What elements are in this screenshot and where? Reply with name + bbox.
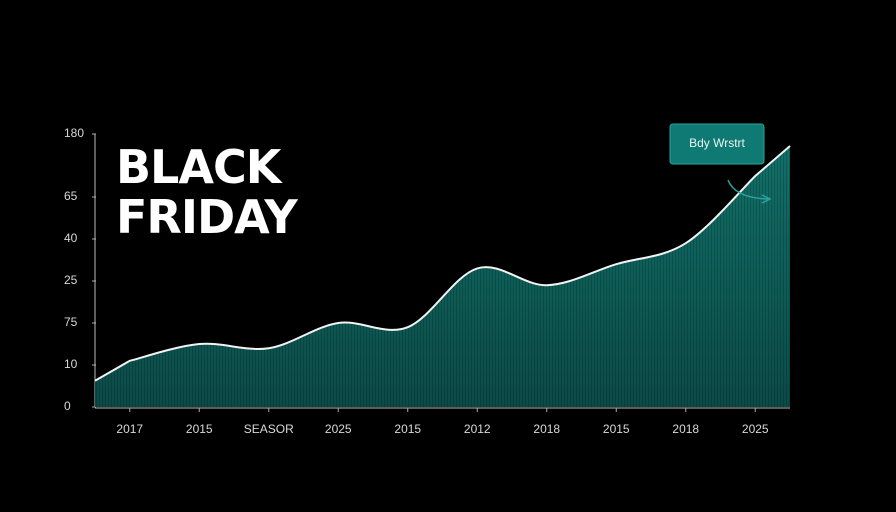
- x-tick-label: 2015: [603, 422, 630, 436]
- annotation-arrow-head: [761, 194, 772, 204]
- x-tick-label: 2015: [186, 422, 213, 436]
- area-texture: [95, 146, 790, 407]
- y-tick-label: 75: [64, 315, 78, 329]
- chart-title-line: BLACK FRIDAY: [116, 140, 298, 244]
- y-tick-label: 180: [64, 126, 84, 140]
- y-tick-label: 10: [64, 357, 78, 371]
- annotation-arrow: [727, 179, 769, 200]
- x-tick-label: 2025: [325, 422, 352, 436]
- line: [94, 145, 791, 382]
- x-tick-label: 2025: [742, 422, 769, 436]
- plot: 0 10 75 25 40 65 180 2017 2015 SEASOR 2025 2015 2012…: [64, 126, 791, 436]
- annotation-text: Bdy Wrstrt: [689, 136, 745, 150]
- x-tick-label: 2017: [116, 422, 143, 436]
- annotation-box: [669, 123, 765, 165]
- y-tick-label: 65: [64, 189, 78, 203]
- x-tick-label: 2018: [672, 422, 699, 436]
- x-tick-label: SEASOR: [244, 422, 294, 436]
- x-tick-label: 2015: [394, 422, 421, 436]
- x-tick-label: 2018: [533, 422, 560, 436]
- y-tick-label: 40: [64, 231, 78, 245]
- annotation: Bdy Wrstrt: [669, 123, 772, 204]
- y-tick-label: 25: [64, 273, 78, 287]
- x-tick-label: 2012: [464, 422, 491, 436]
- y-tick-label: 0: [64, 399, 71, 413]
